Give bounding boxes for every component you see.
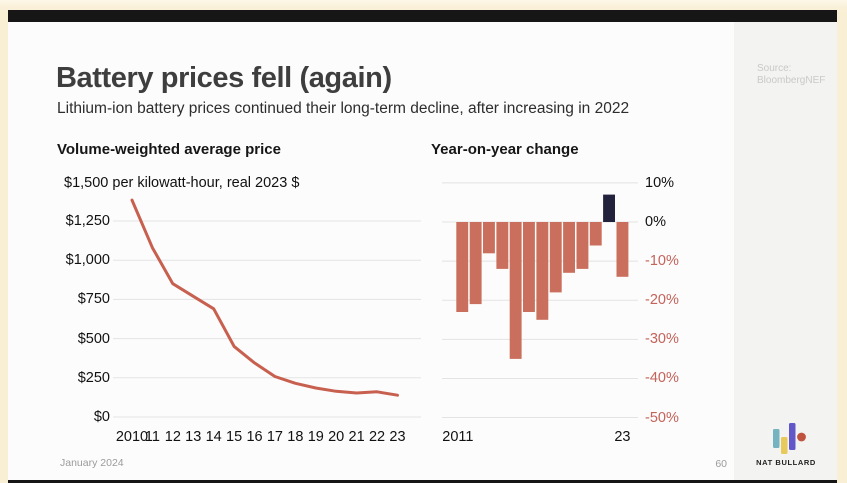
logo-teal-bar	[773, 429, 780, 448]
yoy-bar-2012	[469, 222, 482, 305]
left-y-tick-label: $0	[93, 409, 110, 425]
right-x-tick-label: 2011	[442, 429, 474, 445]
left-x-tick-label: 20	[328, 429, 345, 445]
left-x-tick-label: 2010	[115, 429, 149, 445]
right-y-tick-label: -30%	[645, 331, 679, 348]
yoy-bar-2019	[563, 222, 575, 273]
page-title: Battery prices fell (again)	[56, 62, 392, 94]
yoy-bar-2020	[576, 222, 589, 269]
yoy-bar-2016	[523, 222, 535, 312]
left-chart-title: Volume-weighted average price	[57, 141, 281, 158]
left-x-tick-label: 13	[185, 429, 202, 445]
right-y-tick-label: -20%	[645, 292, 679, 309]
left-x-tick-label: 17	[266, 429, 283, 445]
right-y-tick-label: 0%	[645, 214, 666, 230]
yoy-bar-2021	[589, 222, 602, 246]
left-y-tick-label: $1,000	[65, 252, 110, 269]
source-label: Source:	[757, 63, 792, 74]
page-number: 60	[715, 458, 727, 470]
left-y-tick-label: $250	[77, 369, 110, 386]
left-x-tick-label: 21	[348, 429, 365, 445]
right-y-tick-label: -50%	[645, 409, 679, 426]
bottom-divider-bar	[8, 480, 837, 483]
logo-yellow-bar	[781, 437, 788, 454]
left-y-tick-label: $750	[77, 291, 110, 308]
left-y-tick-label: $500	[77, 330, 110, 347]
right-sidebar	[734, 22, 837, 480]
price-line-series	[130, 198, 399, 397]
yoy-bar-2014	[496, 222, 509, 269]
left-y-tick-label: $1,250	[65, 213, 110, 229]
page-subtitle: Lithium-ion battery prices continued the…	[57, 100, 630, 117]
left-chart-unit-label: $1,500 per kilowatt-hour, real 2023 $	[64, 175, 300, 191]
logo-indigo-bar	[789, 423, 796, 450]
left-x-tick-label: 19	[307, 429, 324, 445]
yoy-bar-2013	[483, 222, 495, 254]
footer-date: January 2024	[60, 457, 124, 469]
right-chart-title: Year-on-year change	[431, 141, 579, 158]
right-y-tick-label: -10%	[645, 253, 679, 270]
left-x-tick-label: 11	[144, 429, 160, 445]
slide-card	[8, 22, 837, 480]
yoy-bar-2017	[536, 222, 549, 320]
left-x-tick-label: 18	[287, 429, 304, 445]
source-name: BloombergNEF	[757, 75, 826, 86]
left-x-tick-label: 16	[246, 429, 263, 445]
source-attribution: Source: BloombergNEF	[757, 63, 825, 87]
left-x-tick-label: 15	[226, 429, 243, 445]
left-x-tick-label: 14	[205, 429, 222, 445]
yoy-bar-2011	[456, 222, 469, 312]
left-x-tick-label: 12	[164, 429, 181, 445]
brand-name: NAT BULLARD	[756, 458, 816, 467]
left-x-tick-label: 23	[389, 429, 406, 445]
nat-bullard-logo-icon	[773, 423, 806, 454]
yoy-bar-2015	[509, 222, 522, 359]
yoy-bar-2023	[616, 222, 629, 277]
left-x-tick-label: 22	[368, 429, 386, 445]
right-y-tick-label: 10%	[645, 174, 675, 191]
logo-red-dot	[797, 432, 806, 442]
right-x-tick-label: 23	[614, 429, 631, 445]
right-y-tick-label: -40%	[645, 370, 679, 387]
yoy-bar-2018	[549, 222, 562, 293]
top-divider-bar	[8, 10, 837, 22]
yoy-bar-2022	[603, 194, 615, 222]
